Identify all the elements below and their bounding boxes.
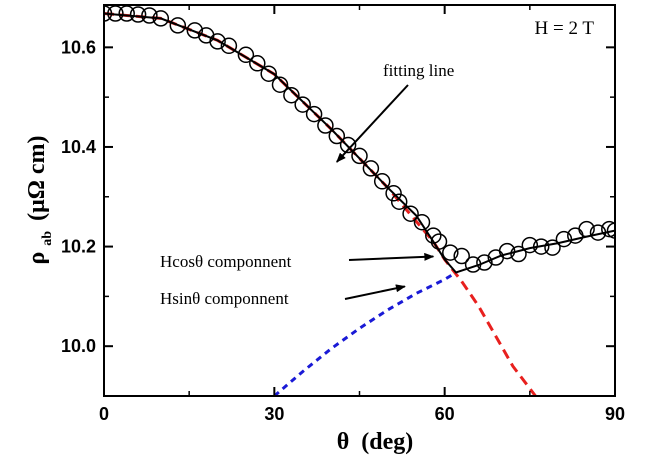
data-point [430,233,448,250]
y-tick-label: 10.4 [61,137,96,157]
data-point [532,238,550,255]
data-point [339,136,357,154]
data-point [476,254,493,271]
sin-component-line [273,271,457,396]
data-point [510,245,527,263]
data-point [453,247,470,265]
data-point [271,76,289,93]
data-point [305,105,323,123]
data-point [390,193,408,210]
data-point [351,147,368,165]
y-tick-label: 10.0 [61,336,96,356]
data-point [589,224,607,241]
y-axis-subscript: ab [40,231,55,246]
data-point [373,173,391,190]
data-point [220,37,238,55]
data-point [237,46,255,64]
annotation-arrow [348,252,435,261]
data-point [413,213,431,231]
y-axis-unit: (μΩ cm) [24,135,50,220]
data-point [498,242,516,260]
data-point [521,236,539,254]
data-point [249,55,266,72]
data-point [578,220,595,238]
field-annotation: H = 2 T [535,18,595,39]
data-point [209,33,226,50]
annotation-layer: fitting line Hcosθ componnent Hsinθ compon… [160,61,454,308]
data-point [169,17,187,34]
data-point [328,127,346,145]
data-point [442,244,459,261]
annotation-label: fitting line [383,61,454,80]
data-point [152,10,170,27]
x-axis-label: θ (deg) [337,429,414,455]
svg-text:ρ ab (μΩ cm): ρ ab (μΩ cm) [24,135,57,264]
x-tick-label: 90 [605,404,625,424]
data-point [601,220,615,238]
annotation-arrow [344,284,406,300]
plot-frame [103,4,616,397]
data-point [362,160,380,177]
x-tick-label: 60 [435,404,455,424]
data-point [317,117,334,134]
x-tick-label: 30 [264,404,284,424]
data-point [104,5,113,22]
x-axis-unit: (deg) [361,429,413,455]
data-point [425,227,442,244]
y-axis-label: ρ ab (μΩ cm) [24,135,57,264]
data-point [555,230,573,248]
y-tick-label: 10.6 [61,37,96,57]
data-point [260,65,277,82]
cos-component-line [104,12,537,396]
x-tick-label: 0 [99,404,109,424]
annotation-label: Hcosθ componnent [160,252,292,271]
annotation-arrow [336,84,409,163]
series-layer [104,5,615,396]
axis-layer: 0 30 60 90 10.0 10.2 10.4 10.6 [61,5,625,424]
data-point [294,96,311,113]
data-point [464,256,482,273]
annotation-label: Hsinθ componnent [160,289,289,308]
data-point [129,6,147,23]
data-point [141,7,158,24]
data-point [283,86,300,104]
data-point [544,239,561,256]
data-point [606,222,615,239]
y-axis-symbol: ρ [24,252,50,265]
fit-line [104,12,615,274]
data-point [385,185,402,202]
data-point [186,22,204,39]
y-tick-label: 10.2 [61,237,96,257]
x-axis-symbol: θ [337,429,350,455]
data-point [402,205,419,222]
